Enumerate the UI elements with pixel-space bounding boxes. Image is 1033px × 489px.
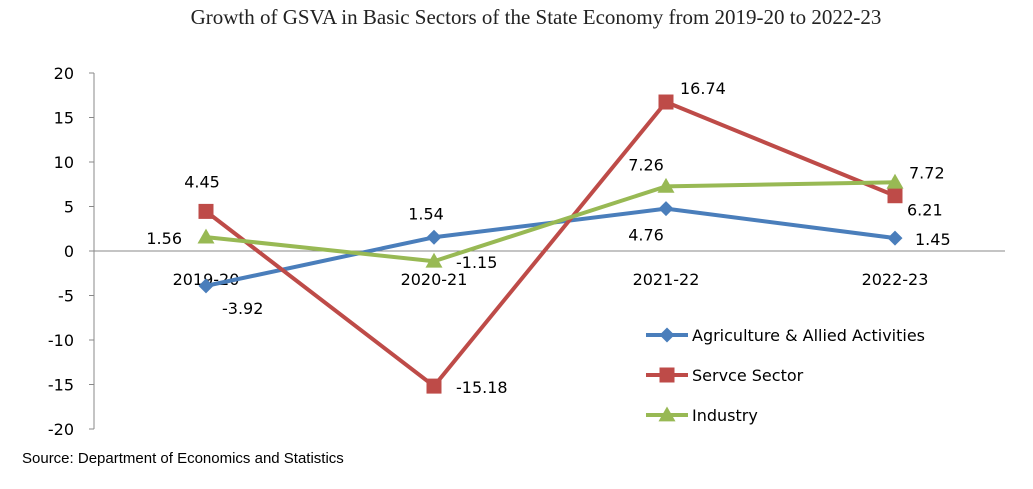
y-tick-label: -10 (48, 331, 74, 350)
data-point-diamond (426, 229, 442, 245)
data-point-triangle (657, 177, 675, 193)
data-point-triangle (658, 406, 676, 422)
data-label: 7.26 (628, 155, 664, 174)
data-point-diamond (658, 201, 674, 217)
y-tick-label: -15 (48, 376, 74, 395)
y-tick-label: 0 (64, 242, 74, 261)
data-labels: -3.92 1.54 4.76 1.45 4.45 -15.18 16.74 6.21 1.56… (146, 79, 950, 397)
data-point-diamond (887, 230, 903, 246)
data-point-square (198, 203, 214, 219)
data-point-diamond (198, 278, 214, 294)
data-point-square (426, 378, 442, 394)
x-tick-label: 2022-23 (862, 270, 929, 289)
legend-item: Agriculture & Allied Activities (646, 326, 925, 345)
x-tick-label: 2021-22 (633, 270, 700, 289)
data-label: 1.45 (915, 230, 951, 249)
data-label: 1.54 (408, 204, 444, 223)
series-2 (197, 173, 904, 268)
data-label: 7.72 (909, 163, 945, 182)
data-label: 6.21 (907, 201, 943, 220)
data-label: -15.18 (456, 378, 508, 397)
data-label: -3.92 (222, 299, 263, 318)
y-tick-label: -20 (48, 420, 74, 439)
data-point-square (659, 367, 675, 383)
legend-label: Agriculture & Allied Activities (692, 326, 925, 345)
chart-title: Growth of GSVA in Basic Sectors of the S… (191, 5, 882, 29)
source-note: Source: Department of Economics and Stat… (22, 450, 344, 467)
y-tick-label: 15 (54, 109, 74, 128)
legend-item: Servce Sector (646, 366, 804, 385)
y-tick-label: 20 (54, 64, 74, 83)
data-point-diamond (659, 327, 675, 343)
data-label: 4.45 (184, 172, 220, 191)
series-line (204, 180, 897, 264)
series-line (204, 100, 897, 389)
data-label: 4.76 (628, 226, 664, 245)
data-point-triangle (425, 252, 443, 268)
data-label: -1.15 (456, 253, 497, 272)
y-tick-label: 5 (64, 198, 74, 217)
axes: 20151050-5-10-15-202019-202020-212021-22… (48, 64, 1005, 439)
series-layer (197, 94, 904, 394)
data-label: 16.74 (680, 79, 726, 98)
data-label: 1.56 (146, 229, 182, 248)
series-1 (198, 94, 903, 394)
legend: Agriculture & Allied Activities Servce Se… (646, 326, 925, 425)
legend-label: Industry (692, 406, 758, 425)
data-point-square (887, 188, 903, 204)
data-point-square (658, 94, 674, 110)
y-tick-label: -5 (58, 287, 74, 306)
legend-item: Industry (646, 406, 758, 425)
data-point-triangle (197, 228, 215, 244)
y-tick-label: 10 (54, 153, 74, 172)
legend-label: Servce Sector (692, 366, 804, 385)
data-point-triangle (886, 173, 904, 189)
x-tick-label: 2020-21 (401, 270, 468, 289)
